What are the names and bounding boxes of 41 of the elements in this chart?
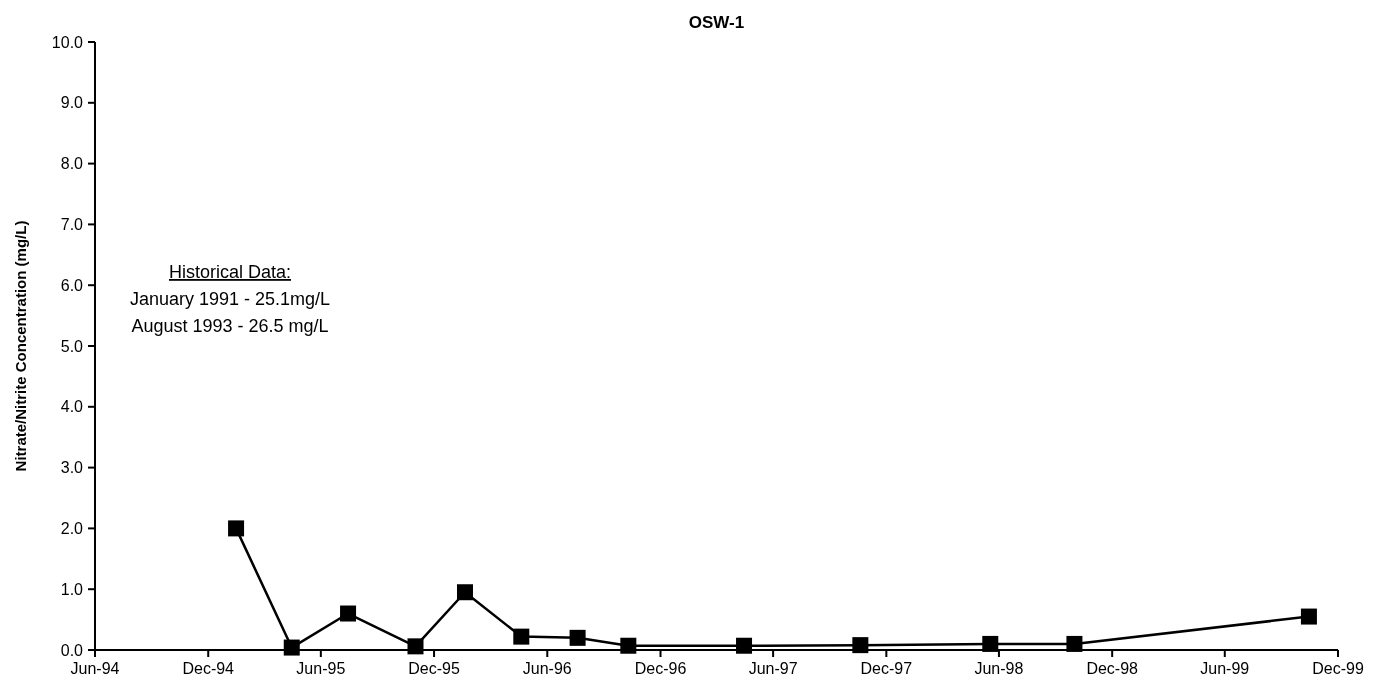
annotation: August 1993 - 26.5 mg/L xyxy=(131,316,329,336)
y-tick-label: 6.0 xyxy=(60,276,84,294)
y-tick-label: 3.0 xyxy=(60,459,84,477)
x-tick-label: Jun-99 xyxy=(1200,660,1250,677)
point xyxy=(456,584,473,601)
point xyxy=(228,520,245,537)
chart-title: OSW-1 xyxy=(688,13,745,32)
x-tick-label: Dec-98 xyxy=(1086,660,1139,677)
point xyxy=(1066,635,1083,652)
point xyxy=(982,635,999,652)
point xyxy=(620,637,637,654)
annotation: Historical Data: xyxy=(168,262,292,282)
x-tick-label: Jun-95 xyxy=(296,660,346,677)
point xyxy=(852,637,869,654)
x-tick-label: Jun-94 xyxy=(70,660,120,677)
annotation: January 1991 - 25.1mg/L xyxy=(129,289,331,309)
y-tick-label: 5.0 xyxy=(60,337,84,355)
point xyxy=(283,639,300,656)
y-tick-label: 1.0 xyxy=(60,580,84,598)
x-tick-label: Dec-96 xyxy=(634,660,687,677)
x-tick-label: Dec-99 xyxy=(1312,660,1364,677)
y-tick-label: 7.0 xyxy=(60,216,84,233)
x-tick-label: Jun-98 xyxy=(974,660,1024,677)
y-axis-title: Nitrate/Nitrite Concentration (mg/L) xyxy=(12,220,29,472)
y-tick-label: 8.0 xyxy=(60,155,84,173)
x-tick-label: Dec-94 xyxy=(182,660,235,677)
y-tick-label: 0.0 xyxy=(60,641,84,659)
x-tick-label: Jun-96 xyxy=(522,660,572,677)
x-tick-label: Dec-95 xyxy=(408,660,460,677)
y-tick-label: 4.0 xyxy=(60,398,84,416)
point xyxy=(340,605,357,622)
point xyxy=(513,628,530,645)
point xyxy=(569,629,586,646)
x-tick-label: Dec-97 xyxy=(860,660,913,677)
x-tick-label: Jun-97 xyxy=(748,660,798,677)
point xyxy=(1300,608,1317,625)
y-tick-label: 10.0 xyxy=(51,33,84,51)
y-tick-label: 2.0 xyxy=(60,520,84,537)
point xyxy=(407,638,424,655)
point xyxy=(736,637,753,654)
y-tick-label: 9.0 xyxy=(60,94,84,112)
